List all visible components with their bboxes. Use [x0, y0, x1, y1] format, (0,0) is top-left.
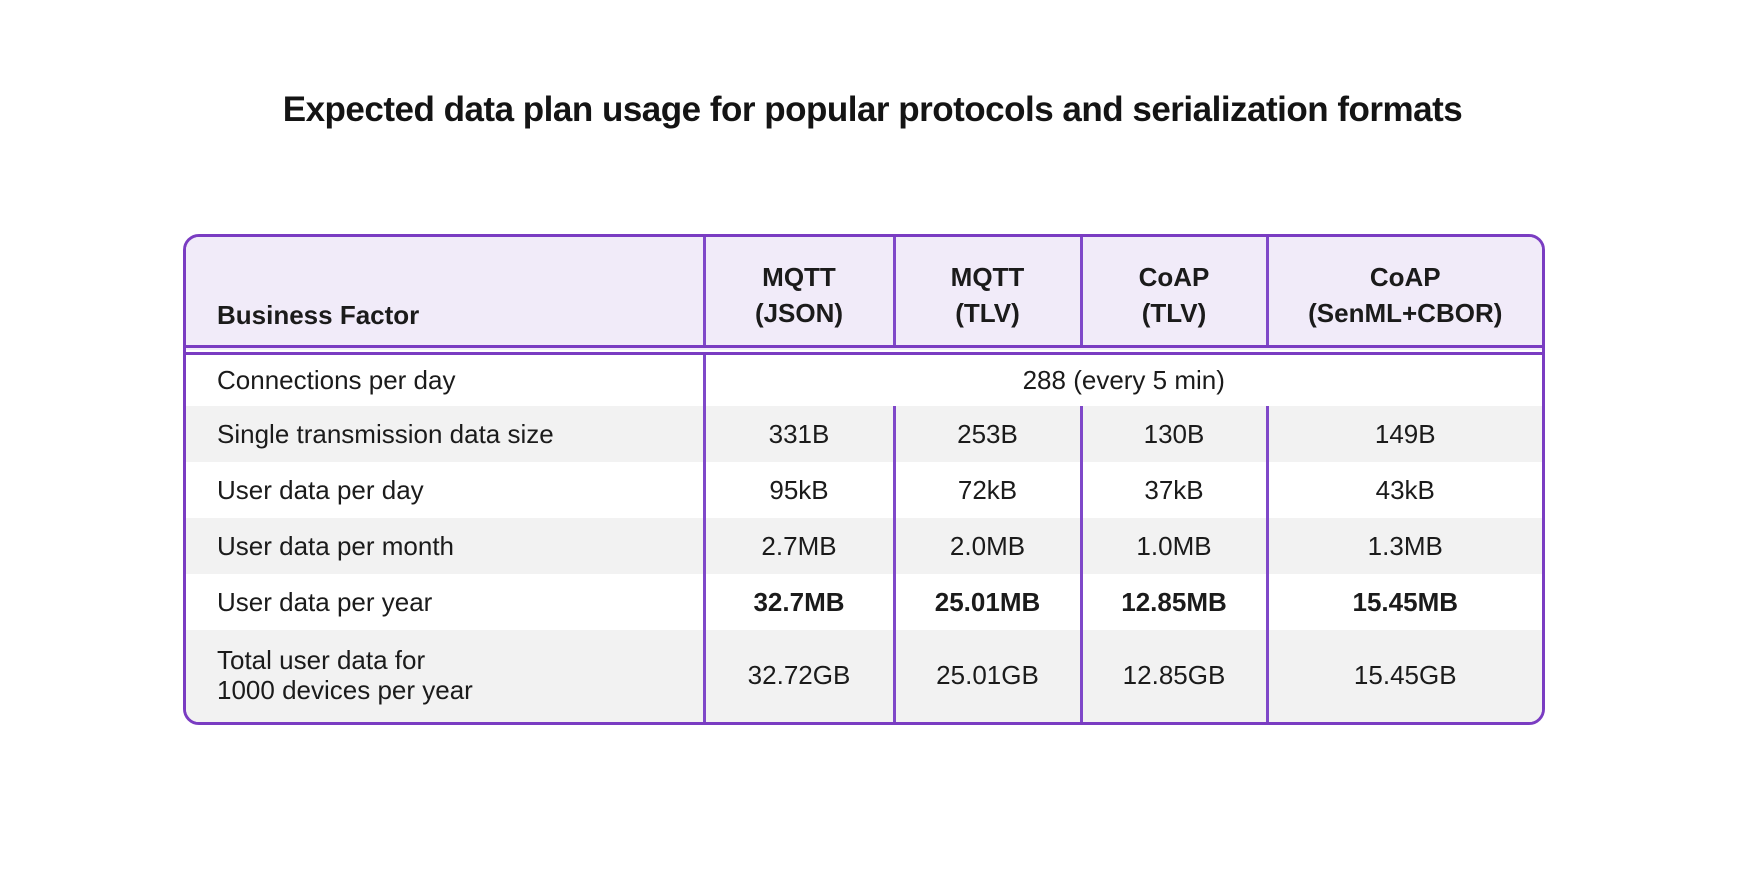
value-cell: 25.01GB	[892, 630, 1081, 722]
value-cell: 15.45GB	[1265, 630, 1542, 722]
value-cell: 72kB	[892, 462, 1081, 518]
value-cell: 43kB	[1265, 462, 1542, 518]
value-cell: 12.85MB	[1079, 574, 1267, 630]
value-cell: 32.72GB	[702, 630, 894, 722]
usage-table: Business Factor MQTT (JSON) MQTT (TLV) C…	[186, 237, 1542, 722]
table-body: Connections per day 288 (every 5 min) Si…	[186, 350, 1542, 722]
header-mqtt-tlv: MQTT (TLV)	[892, 237, 1081, 355]
header-row: Business Factor MQTT (JSON) MQTT (TLV) C…	[186, 237, 1542, 355]
value-cell: 2.7MB	[702, 518, 894, 574]
header-protocol: MQTT	[950, 262, 1025, 292]
value-cell: 149B	[1265, 406, 1542, 462]
table-row-single-transmission: Single transmission data size 331B 253B …	[186, 406, 1542, 462]
row-label-line1: Total user data for	[217, 645, 426, 675]
header-format: (SenML+CBOR)	[1308, 298, 1503, 328]
table-row-user-data-per-day: User data per day 95kB 72kB 37kB 43kB	[186, 462, 1542, 518]
value-cell: 95kB	[702, 462, 894, 518]
row-label: User data per year	[186, 574, 704, 630]
value-cell: 1.0MB	[1079, 518, 1267, 574]
page-title: Expected data plan usage for popular pro…	[282, 90, 1463, 129]
table-header: Business Factor MQTT (JSON) MQTT (TLV) C…	[186, 237, 1542, 355]
header-protocol: CoAP	[1138, 262, 1210, 292]
table-row-user-data-per-year: User data per year 32.7MB 25.01MB 12.85M…	[186, 574, 1542, 630]
value-cell: 331B	[702, 406, 894, 462]
usage-table-container: Business Factor MQTT (JSON) MQTT (TLV) C…	[183, 234, 1545, 725]
header-format: (TLV)	[955, 298, 1020, 328]
value-cell: 25.01MB	[892, 574, 1081, 630]
row-label: User data per day	[186, 462, 704, 518]
row-label: User data per month	[186, 518, 704, 574]
header-protocol: MQTT	[762, 262, 836, 292]
table-row-user-data-per-month: User data per month 2.7MB 2.0MB 1.0MB 1.…	[186, 518, 1542, 574]
table-row-total-user-data: Total user data for 1000 devices per yea…	[186, 630, 1542, 722]
value-cell: 15.45MB	[1265, 574, 1542, 630]
value-cell: 32.7MB	[702, 574, 894, 630]
header-coap-tlv: CoAP (TLV)	[1079, 237, 1267, 355]
row-label-line2: 1000 devices per year	[217, 675, 473, 705]
value-cell: 130B	[1079, 406, 1267, 462]
row-label: Single transmission data size	[186, 406, 704, 462]
header-format: (TLV)	[1141, 298, 1207, 328]
value-cell: 12.85GB	[1079, 630, 1267, 722]
header-format: (JSON)	[754, 298, 844, 328]
value-cell: 2.0MB	[892, 518, 1081, 574]
value-cell: 253B	[892, 406, 1081, 462]
value-cell: 37kB	[1079, 462, 1267, 518]
row-label: Total user data for 1000 devices per yea…	[186, 630, 704, 722]
row-label: Connections per day	[186, 350, 704, 406]
value-cell: 1.3MB	[1265, 518, 1542, 574]
header-business-factor: Business Factor	[186, 237, 704, 355]
header-protocol: CoAP	[1369, 262, 1441, 292]
header-coap-senml-cbor: CoAP (SenML+CBOR)	[1265, 237, 1542, 355]
merged-value-cell: 288 (every 5 min)	[702, 350, 1542, 406]
header-mqtt-json: MQTT (JSON)	[702, 237, 894, 355]
table-row-connections-per-day: Connections per day 288 (every 5 min)	[186, 350, 1542, 406]
